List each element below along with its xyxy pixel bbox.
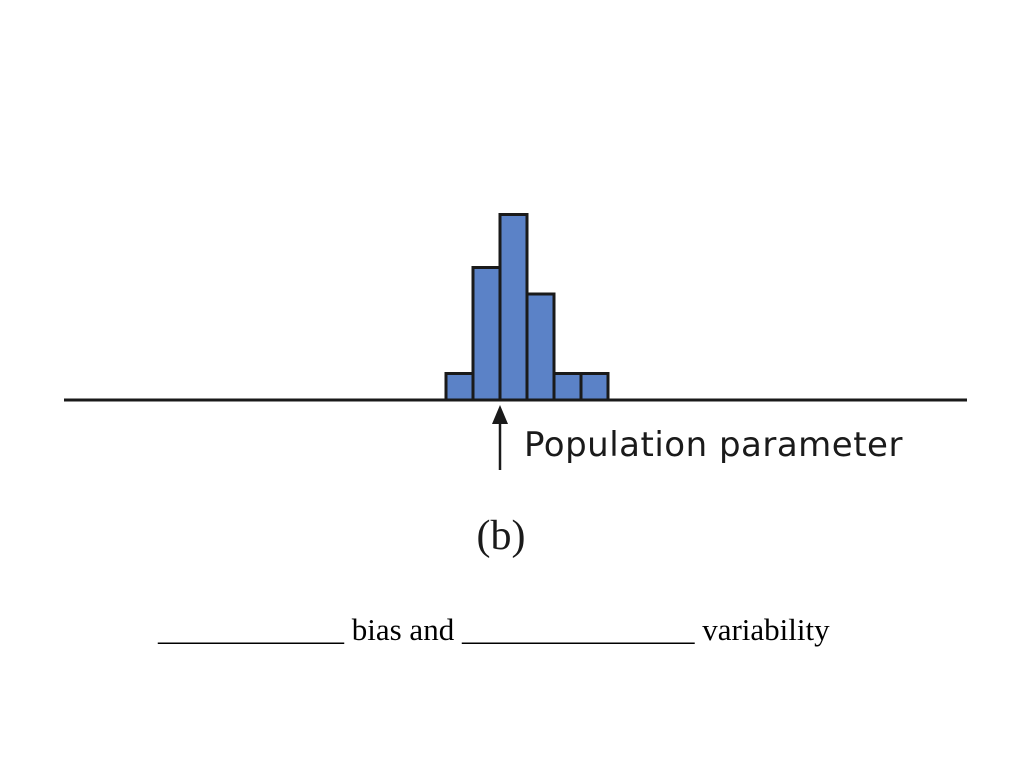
caption-text-variability: variability (694, 612, 830, 647)
histogram-bar (471, 266, 502, 402)
histogram-bar (525, 292, 556, 402)
caption-text-bias: bias and (344, 612, 462, 647)
parameter-arrow-icon (492, 405, 508, 470)
histogram-bar (552, 372, 583, 402)
histogram-bar (498, 213, 529, 402)
bias-blank[interactable]: ____________ (158, 612, 344, 647)
sampling-distribution-histogram: Population parameter (64, 213, 967, 470)
histogram-bars (444, 213, 610, 402)
question-caption: ____________ bias and _______________ va… (158, 612, 830, 648)
variability-blank[interactable]: _______________ (461, 612, 695, 647)
histogram-bar (579, 372, 610, 402)
panel-label: (b) (476, 513, 526, 559)
population-parameter-label: Population parameter (524, 425, 903, 465)
histogram-bar (444, 372, 475, 402)
